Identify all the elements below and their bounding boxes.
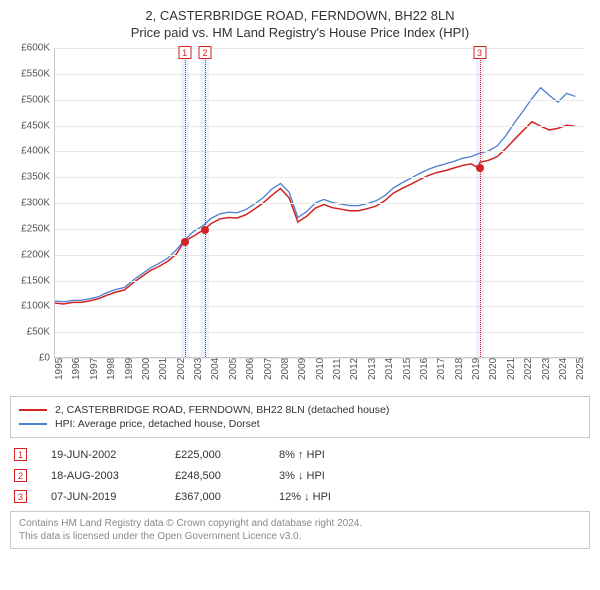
x-tick-label: 1998	[106, 358, 117, 380]
x-tick-label: 2003	[193, 358, 204, 380]
x-tick-label: 2005	[228, 358, 239, 380]
x-tick-label: 1995	[54, 358, 65, 380]
x-tick-label: 1997	[89, 358, 100, 380]
plot-area: 12 3	[54, 48, 584, 358]
x-tick-label: 2018	[454, 358, 465, 380]
x-axis: 1995 1996 1997 1998 1999 2000 2001 2002 2003 2004…	[54, 358, 584, 388]
y-tick-label: £450K	[21, 120, 50, 131]
event-row: 3 07-JUN-2019 £367,000 12% ↓ HPI	[10, 490, 590, 503]
x-tick-label: 2014	[384, 358, 395, 380]
title-line2: Price paid vs. HM Land Registry's House …	[10, 25, 590, 40]
x-tick-label: 1999	[124, 358, 135, 380]
x-tick-label: 2024	[558, 358, 569, 380]
y-axis: £0£50K£100K£150K£200K£250K£300K£350K£400…	[10, 48, 54, 358]
x-tick-label: 2019	[471, 358, 482, 380]
legend: 2, CASTERBRIDGE ROAD, FERNDOWN, BH22 8LN…	[10, 396, 590, 438]
legend-row-hpi: HPI: Average price, detached house, Dors…	[19, 418, 581, 430]
events-table: 1 19-JUN-2002 £225,000 8% ↑ HPI 2 18-AUG-2003…	[10, 448, 590, 503]
marker-flag: 3	[473, 46, 486, 59]
x-tick-label: 2013	[367, 358, 378, 380]
event-diff: 12% ↓ HPI	[279, 491, 331, 503]
y-tick-label: £400K	[21, 146, 50, 157]
y-tick-label: £50K	[27, 327, 50, 338]
event-row: 1 19-JUN-2002 £225,000 8% ↑ HPI	[10, 448, 590, 461]
x-tick-label: 2021	[506, 358, 517, 380]
y-tick-label: £150K	[21, 275, 50, 286]
attribution-line2: This data is licensed under the Open Gov…	[19, 530, 581, 543]
y-tick-label: £600K	[21, 43, 50, 54]
y-tick-label: £500K	[21, 94, 50, 105]
legend-row-property: 2, CASTERBRIDGE ROAD, FERNDOWN, BH22 8LN…	[19, 404, 581, 416]
x-tick-label: 2023	[541, 358, 552, 380]
x-tick-label: 2015	[402, 358, 413, 380]
attribution-line1: Contains HM Land Registry data © Crown c…	[19, 517, 581, 530]
x-tick-label: 2017	[436, 358, 447, 380]
x-tick-label: 2016	[419, 358, 430, 380]
y-tick-label: £300K	[21, 198, 50, 209]
y-tick-label: £0	[39, 353, 50, 364]
x-tick-label: 2006	[245, 358, 256, 380]
x-tick-label: 2012	[349, 358, 360, 380]
legend-label-property: 2, CASTERBRIDGE ROAD, FERNDOWN, BH22 8LN…	[55, 404, 389, 416]
x-tick-label: 2008	[280, 358, 291, 380]
event-row: 2 18-AUG-2003 £248,500 3% ↓ HPI	[10, 469, 590, 482]
marker-dot	[476, 164, 484, 172]
y-tick-label: £250K	[21, 223, 50, 234]
x-tick-label: 2022	[523, 358, 534, 380]
y-tick-label: £100K	[21, 301, 50, 312]
legend-label-hpi: HPI: Average price, detached house, Dors…	[55, 418, 260, 430]
event-flag: 2	[14, 469, 27, 482]
chart-title-block: 2, CASTERBRIDGE ROAD, FERNDOWN, BH22 8LN…	[10, 8, 590, 40]
x-tick-label: 2020	[488, 358, 499, 380]
x-tick-label: 2011	[332, 358, 343, 380]
event-price: £225,000	[175, 449, 255, 461]
event-date: 19-JUN-2002	[51, 449, 151, 461]
y-tick-label: £350K	[21, 172, 50, 183]
x-tick-label: 2004	[210, 358, 221, 380]
x-tick-label: 2001	[158, 358, 169, 380]
title-line1: 2, CASTERBRIDGE ROAD, FERNDOWN, BH22 8LN	[10, 8, 590, 23]
event-date: 07-JUN-2019	[51, 491, 151, 503]
legend-swatch-hpi	[19, 423, 47, 425]
event-price: £367,000	[175, 491, 255, 503]
event-price: £248,500	[175, 470, 255, 482]
marker-dot	[181, 238, 189, 246]
x-tick-label: 2010	[315, 358, 326, 380]
x-tick-label: 2025	[575, 358, 586, 380]
event-diff: 8% ↑ HPI	[279, 449, 325, 461]
event-flag: 1	[14, 448, 27, 461]
x-tick-label: 2009	[297, 358, 308, 380]
attribution: Contains HM Land Registry data © Crown c…	[10, 511, 590, 549]
marker-flag: 2	[198, 46, 211, 59]
marker-dot	[201, 226, 209, 234]
chart-area: £0 £50K £100K £150K £200K £250K £300K £350K £400…	[10, 48, 590, 388]
y-tick-label: £200K	[21, 249, 50, 260]
event-date: 18-AUG-2003	[51, 470, 151, 482]
series-hpi	[55, 88, 575, 302]
x-tick-label: 2007	[263, 358, 274, 380]
marker-flag: 1	[178, 46, 191, 59]
x-tick-label: 2000	[141, 358, 152, 380]
legend-swatch-property	[19, 409, 47, 411]
x-tick-label: 1996	[71, 358, 82, 380]
event-flag: 3	[14, 490, 27, 503]
series-property	[55, 122, 575, 304]
x-tick-label: 2002	[176, 358, 187, 380]
event-diff: 3% ↓ HPI	[279, 470, 325, 482]
y-tick-label: £550K	[21, 68, 50, 79]
